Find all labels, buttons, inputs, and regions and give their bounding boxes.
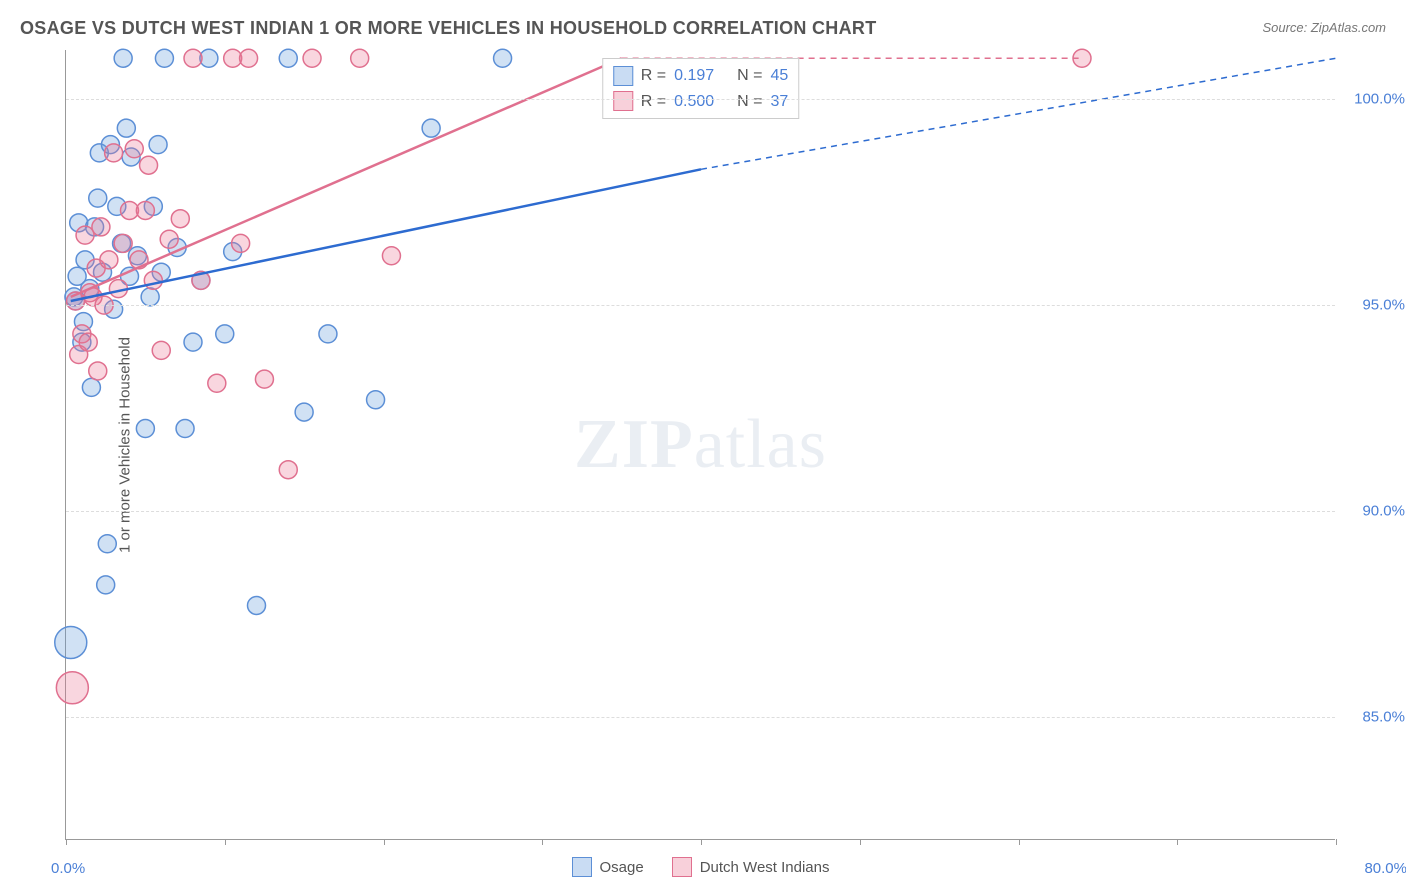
- data-point: [92, 218, 110, 236]
- data-point: [136, 420, 154, 438]
- x-tick-label-max: 80.0%: [1364, 860, 1406, 877]
- x-tick: [225, 839, 226, 845]
- x-tick: [1177, 839, 1178, 845]
- data-point: [56, 672, 88, 704]
- data-point: [140, 156, 158, 174]
- data-point: [136, 201, 154, 219]
- stats-row: R =0.500N =37: [613, 89, 788, 115]
- legend-swatch: [613, 66, 633, 86]
- data-point: [55, 627, 87, 659]
- data-point: [114, 234, 132, 252]
- y-tick-label: 100.0%: [1345, 91, 1405, 108]
- data-point: [184, 333, 202, 351]
- data-point: [152, 341, 170, 359]
- data-point: [97, 576, 115, 594]
- data-point: [240, 49, 258, 67]
- data-point: [382, 247, 400, 265]
- y-tick-label: 90.0%: [1345, 502, 1405, 519]
- chart-svg: [66, 50, 1335, 839]
- data-point: [79, 333, 97, 351]
- plot-frame: ZIPatlas R =0.197N =45R =0.500N =37 Osag…: [65, 50, 1335, 840]
- data-point: [89, 189, 107, 207]
- data-point: [141, 288, 159, 306]
- x-tick-label-min: 0.0%: [51, 860, 85, 877]
- source-attribution: Source: ZipAtlas.com: [1262, 20, 1386, 35]
- plot-area: 1 or more Vehicles in Household ZIPatlas…: [55, 50, 1335, 840]
- legend-label: Dutch West Indians: [700, 859, 830, 876]
- data-point: [351, 49, 369, 67]
- data-point: [89, 362, 107, 380]
- data-point: [117, 119, 135, 137]
- data-point: [176, 420, 194, 438]
- data-point: [171, 210, 189, 228]
- title-bar: OSAGE VS DUTCH WEST INDIAN 1 OR MORE VEH…: [20, 18, 1386, 48]
- data-point: [279, 49, 297, 67]
- grid-line: [66, 511, 1335, 512]
- y-tick-label: 95.0%: [1345, 297, 1405, 314]
- data-point: [82, 378, 100, 396]
- data-point: [125, 140, 143, 158]
- data-point: [295, 403, 313, 421]
- x-tick: [542, 839, 543, 845]
- x-tick: [860, 839, 861, 845]
- data-point: [208, 374, 226, 392]
- data-point: [149, 136, 167, 154]
- chart-title: OSAGE VS DUTCH WEST INDIAN 1 OR MORE VEH…: [20, 18, 877, 38]
- x-tick: [66, 839, 67, 845]
- y-tick-label: 85.0%: [1345, 708, 1405, 725]
- data-point: [255, 370, 273, 388]
- data-point: [184, 49, 202, 67]
- x-tick: [1336, 839, 1337, 845]
- grid-line: [66, 305, 1335, 306]
- data-point: [100, 251, 118, 269]
- legend-item: Osage: [572, 857, 644, 877]
- data-point: [303, 49, 321, 67]
- data-point: [98, 535, 116, 553]
- x-tick: [701, 839, 702, 845]
- data-point: [160, 230, 178, 248]
- legend-bottom: Osage Dutch West Indians: [572, 857, 830, 877]
- data-point: [367, 391, 385, 409]
- stats-row: R =0.197N =45: [613, 63, 788, 89]
- data-point: [279, 461, 297, 479]
- data-point: [105, 144, 123, 162]
- legend-swatch: [613, 91, 633, 111]
- data-point: [494, 49, 512, 67]
- grid-line: [66, 717, 1335, 718]
- data-point: [248, 596, 266, 614]
- x-tick: [1019, 839, 1020, 845]
- data-point: [319, 325, 337, 343]
- data-point: [114, 49, 132, 67]
- data-point: [144, 271, 162, 289]
- legend-swatch: [572, 857, 592, 877]
- data-point: [422, 119, 440, 137]
- data-point: [76, 226, 94, 244]
- legend-label: Osage: [600, 859, 644, 876]
- legend-swatch: [672, 857, 692, 877]
- legend-item: Dutch West Indians: [672, 857, 830, 877]
- x-tick: [384, 839, 385, 845]
- grid-line: [66, 99, 1335, 100]
- stats-legend-box: R =0.197N =45R =0.500N =37: [602, 58, 799, 119]
- data-point: [155, 49, 173, 67]
- data-point: [216, 325, 234, 343]
- data-point: [232, 234, 250, 252]
